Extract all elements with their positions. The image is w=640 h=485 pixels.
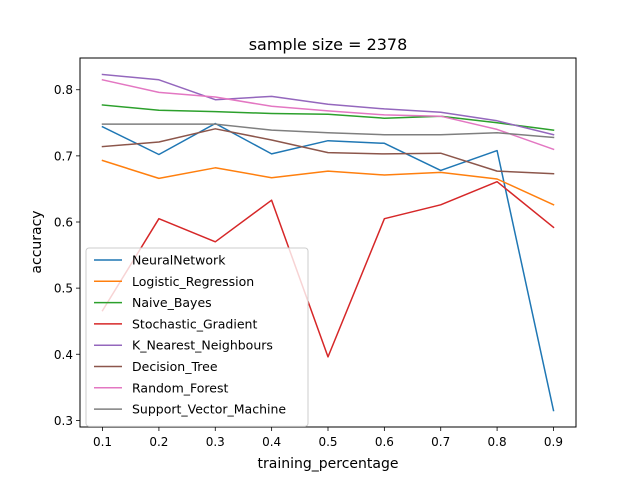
series-line-6 <box>101 78 555 151</box>
y-axis-label: accuracy <box>29 210 45 273</box>
x-tick-label: 0.3 <box>206 435 225 449</box>
ticks-layer: 0.1 0.2 0.3 0.4 0.5 0.6 0.7 0.8 0.9 0.3 0.4 0.5 0.6 0… <box>54 83 563 449</box>
y-tick-label: 0.8 <box>54 83 73 97</box>
legend-label-3: Stochastic_Gradient <box>132 316 257 331</box>
y-tick-label: 0.4 <box>54 348 73 362</box>
y-tick-label: 0.7 <box>54 149 73 163</box>
y-tick-label: 0.5 <box>54 282 73 296</box>
series-line-3 <box>101 180 555 358</box>
x-tick-label: 0.1 <box>93 435 112 449</box>
series-line-4 <box>101 73 555 136</box>
x-tick-label: 0.8 <box>488 435 507 449</box>
x-tick-label: 0.4 <box>262 435 281 449</box>
legend-label-2: Naive_Bayes <box>132 295 212 310</box>
series-line-1 <box>101 159 555 206</box>
legend-box <box>85 247 309 427</box>
legend-label-5: Decision_Tree <box>132 359 218 374</box>
legend-label-1: Logistic_Regression <box>132 274 254 289</box>
x-tick-label: 0.7 <box>431 435 450 449</box>
series-layer <box>101 73 555 412</box>
chart-title: sample size = 2378 <box>249 35 408 54</box>
legend: NeuralNetwork Logistic_Regression Naive_Ba… <box>85 247 309 427</box>
series-line-7 <box>101 123 555 139</box>
x-tick-label: 0.5 <box>318 435 337 449</box>
legend-label-6: Random_Forest <box>132 380 228 395</box>
x-tick-label: 0.6 <box>375 435 394 449</box>
y-tick-label: 0.6 <box>54 216 73 230</box>
series-line-0 <box>101 122 555 412</box>
x-tick-label: 0.2 <box>149 435 168 449</box>
x-axis-label: training_percentage <box>258 456 399 472</box>
series-line-5 <box>101 128 555 175</box>
legend-label-4: K_Nearest_Neighbours <box>132 338 273 353</box>
legend-label-7: Support_Vector_Machine <box>132 402 286 417</box>
legend-label-0: NeuralNetwork <box>132 253 226 268</box>
x-tick-label: 0.9 <box>544 435 563 449</box>
y-tick-label: 0.3 <box>54 414 73 428</box>
series-line-2 <box>101 104 555 131</box>
